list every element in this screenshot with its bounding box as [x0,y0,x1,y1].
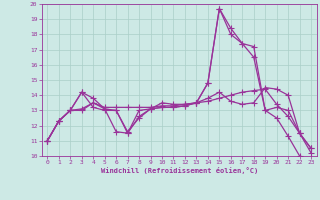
X-axis label: Windchill (Refroidissement éolien,°C): Windchill (Refroidissement éolien,°C) [100,167,258,174]
